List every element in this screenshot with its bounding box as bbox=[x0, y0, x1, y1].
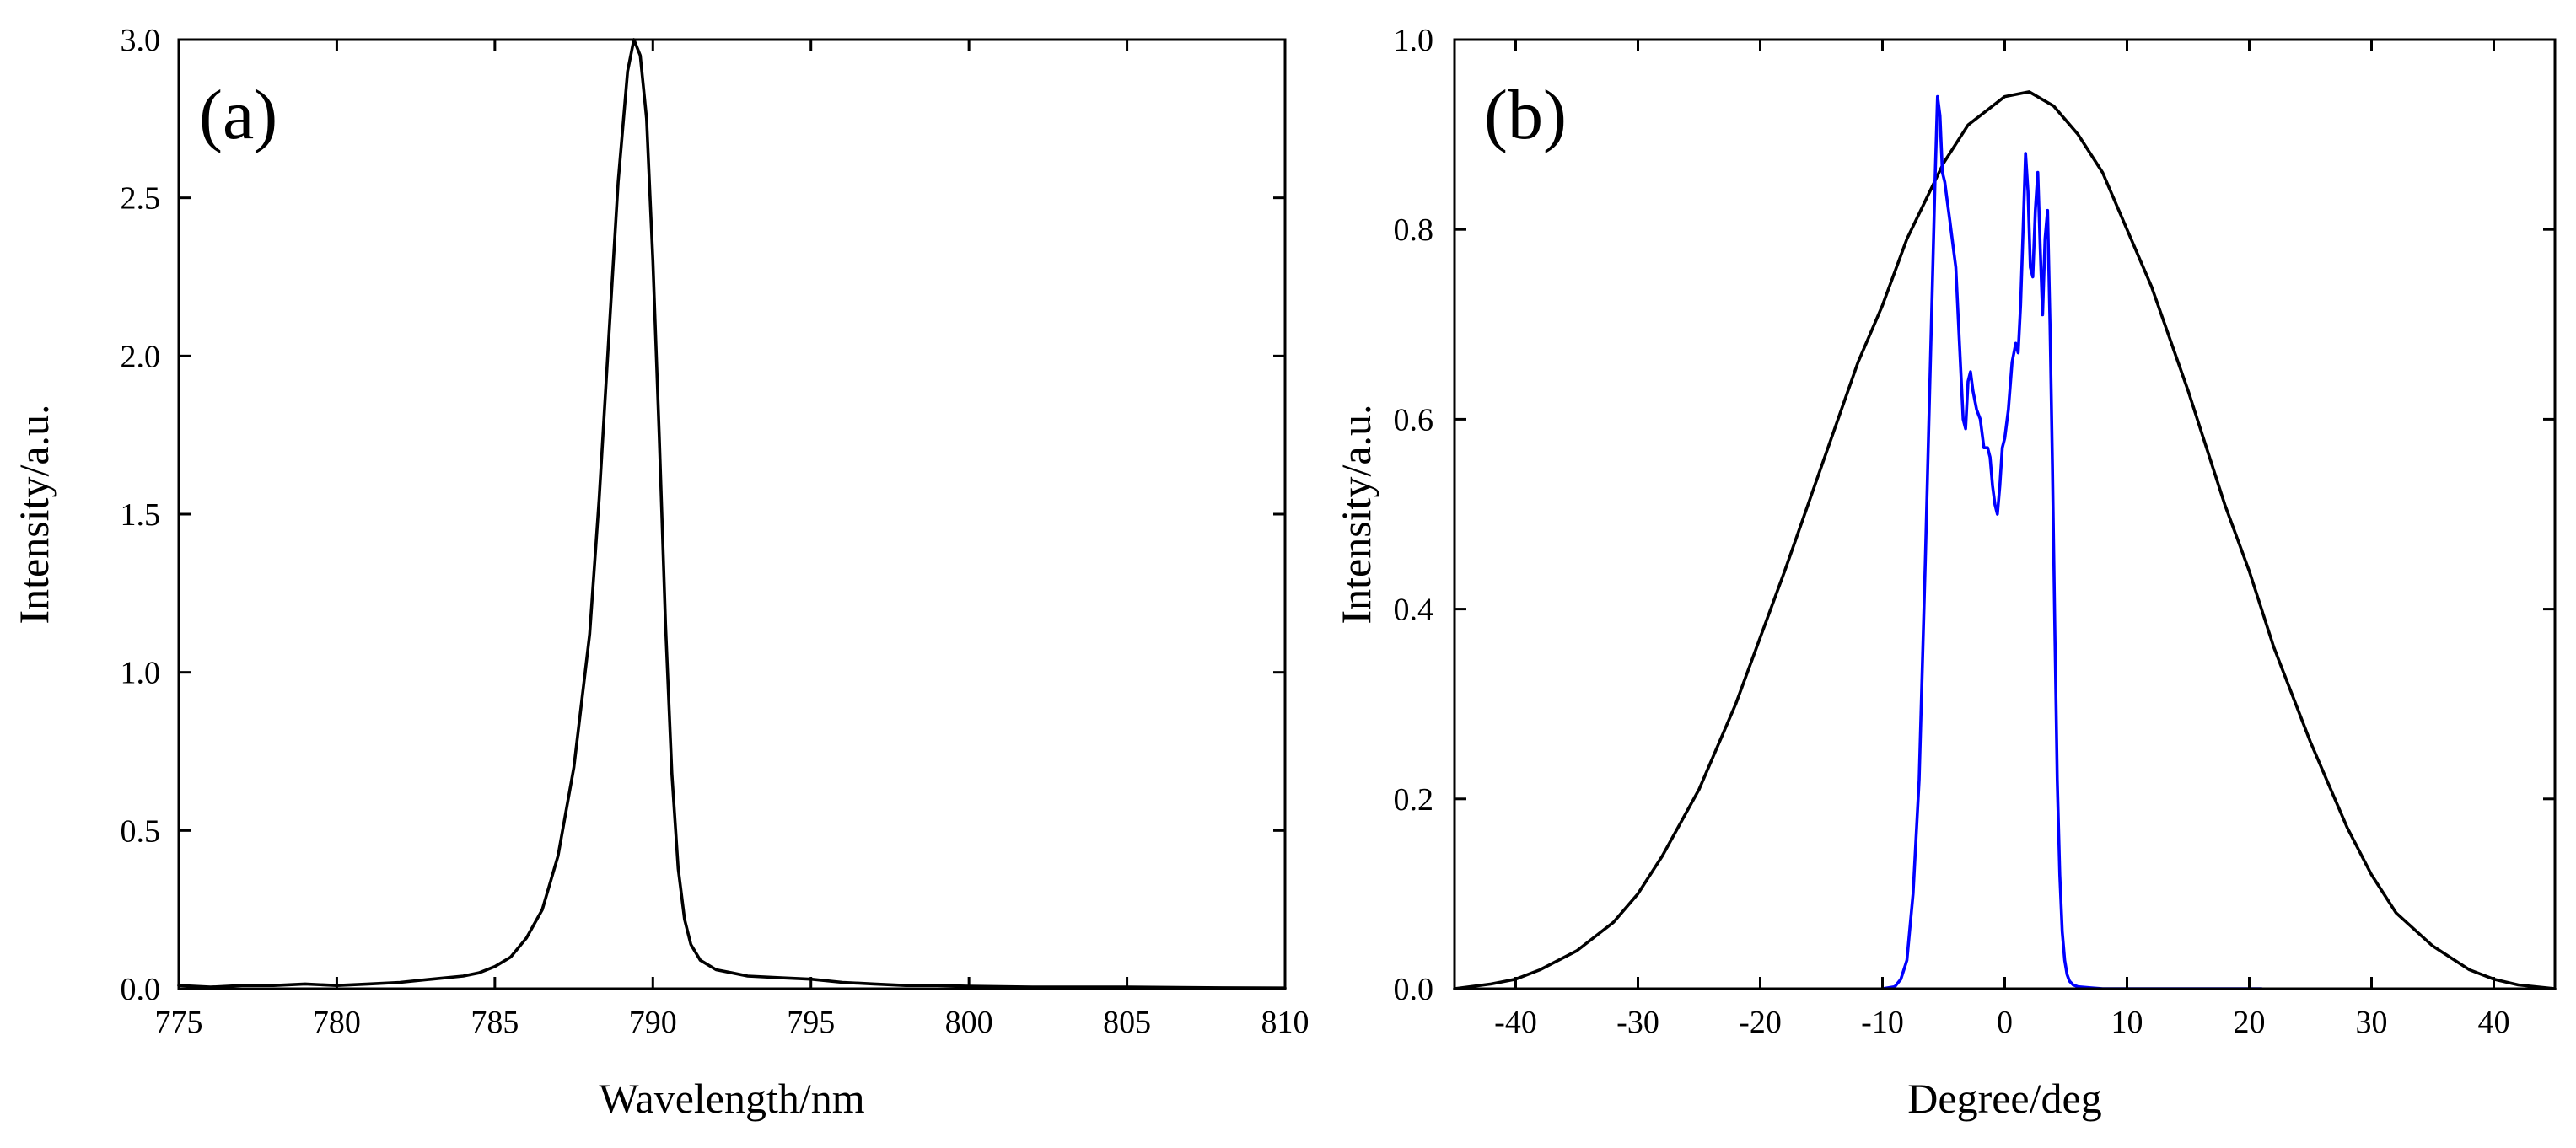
panel-b-ytick-label: 1.0 bbox=[1394, 23, 1434, 58]
panel-a-ytick-label: 1.0 bbox=[121, 656, 161, 691]
panel-b-xtick-label: -20 bbox=[1739, 1005, 1782, 1040]
panel-b-series-1-line bbox=[1453, 90, 2557, 990]
panel-a-ytick-label: 0.5 bbox=[121, 813, 161, 849]
panel-a-y-axis-label: Intensity/a.u. bbox=[10, 404, 57, 624]
panel-b-ytick-label: 0.4 bbox=[1394, 593, 1434, 628]
panel-a-xtick-label: 800 bbox=[945, 1005, 993, 1040]
panel-b-xtick-label: 40 bbox=[2478, 1005, 2510, 1040]
panel-a-x-axis-label: Wavelength/nm bbox=[599, 1075, 864, 1122]
panel-b-plot-frame bbox=[1453, 38, 2557, 990]
panel-b-xtick-label: -30 bbox=[1616, 1005, 1659, 1040]
panel-a-xtick-label: 785 bbox=[471, 1005, 519, 1040]
panel-a-ytick-label: 2.5 bbox=[121, 181, 161, 217]
panel-a-series-1-line bbox=[177, 38, 1287, 990]
panel-b-x-axis-label: Degree/deg bbox=[1907, 1075, 2101, 1122]
panel-a-xtick-label: 810 bbox=[1261, 1005, 1310, 1040]
panel-b-y-axis-label: Intensity/a.u. bbox=[1332, 404, 1379, 624]
panel-a-xtick-label: 795 bbox=[787, 1005, 835, 1040]
panel-b-label: (b) bbox=[1484, 76, 1567, 154]
panel-a-ytick-label: 3.0 bbox=[121, 23, 161, 58]
panel-a-ytick-label: 2.0 bbox=[121, 339, 161, 374]
panel-b-ytick-label: 0.6 bbox=[1394, 402, 1434, 437]
panel-a-plot-frame bbox=[177, 38, 1287, 990]
panel-a-chart: 775 780 785 790 795 800 805 810 0.0 0.5 1.0 1.5 2.0 2… bbox=[10, 23, 1310, 1122]
panel-b-series-2-line bbox=[1880, 94, 2263, 990]
panel-b-ytick-label: 0.2 bbox=[1394, 782, 1434, 818]
panel-a-xtick-label: 790 bbox=[629, 1005, 677, 1040]
panel-a-xtick-label: 775 bbox=[155, 1005, 203, 1040]
panel-b-xtick-label: -10 bbox=[1861, 1005, 1904, 1040]
panel-a-xtick-label: 780 bbox=[313, 1005, 361, 1040]
panel-b-xtick-label: 10 bbox=[2111, 1005, 2143, 1040]
panel-b-chart: -40 -30 -20 -10 0 10 20 30 40 0.0 0.2 0.4 0.6 0.8 1.0 D… bbox=[1332, 23, 2557, 1122]
panel-a-ytick-label: 1.5 bbox=[121, 497, 161, 533]
panel-a-label: (a) bbox=[199, 76, 277, 154]
panel-b-xtick-label: 30 bbox=[2356, 1005, 2388, 1040]
panel-a-ytick-label: 0.0 bbox=[121, 972, 161, 1007]
panel-b-ytick-label: 0.8 bbox=[1394, 212, 1434, 248]
panel-b-xtick-label: 0 bbox=[1997, 1005, 2013, 1040]
panel-b-xtick-label: 20 bbox=[2234, 1005, 2266, 1040]
panel-b-xtick-label: -40 bbox=[1494, 1005, 1537, 1040]
panel-b-ytick-label: 0.0 bbox=[1394, 972, 1434, 1007]
panel-a-xtick-label: 805 bbox=[1103, 1005, 1151, 1040]
